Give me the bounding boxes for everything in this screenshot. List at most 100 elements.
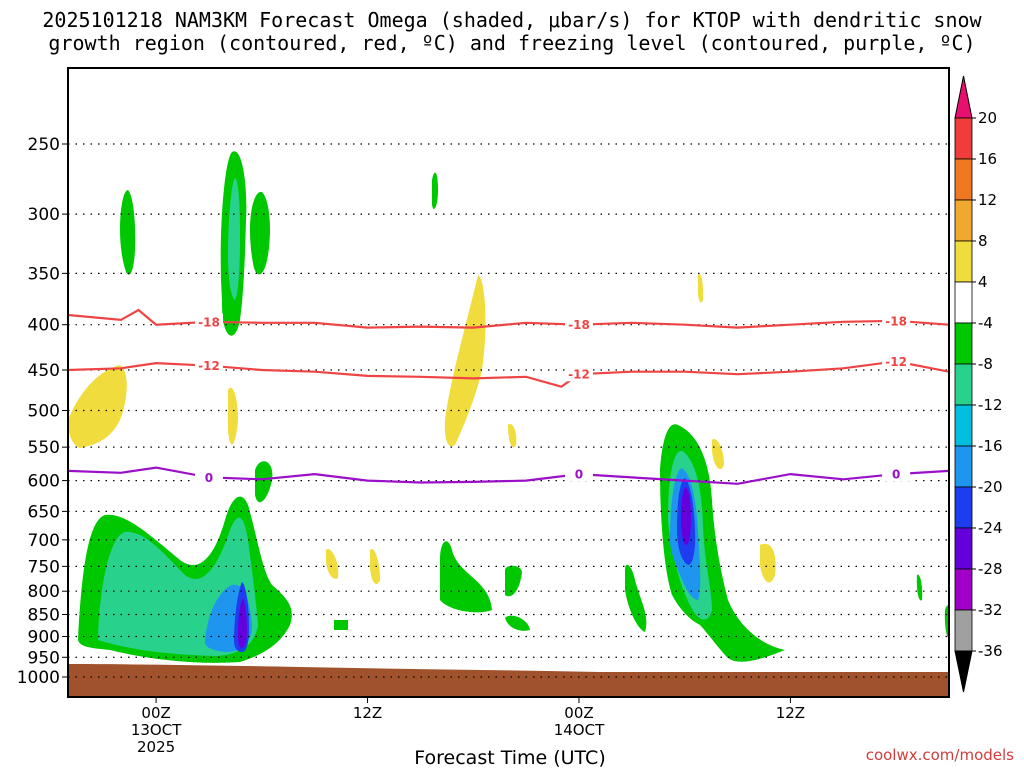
omega-region-downward-sm6: [326, 549, 339, 579]
omega-region-downward-sm1: [760, 543, 776, 583]
contour-label-bg: [194, 313, 223, 329]
omega-colorbar: 20 16 12 8 4 -4 -8 -12 -16 -20 -24 -28 -32 -36: [954, 75, 1003, 693]
colorbar-label: -16: [978, 437, 1003, 455]
y-tick-label: 700: [28, 531, 60, 551]
colorbar-label: -20: [978, 478, 1003, 496]
omega-region-small-i: [944, 605, 949, 639]
colorbar-segment: [954, 527, 973, 570]
source-credit[interactable]: coolwx.com/models: [866, 746, 1014, 764]
contour-label: 0: [575, 468, 583, 482]
y-tick-label: 450: [28, 361, 60, 381]
colorbar-label: -32: [978, 601, 1003, 619]
omega-region-right-max: [681, 487, 691, 545]
contour-label: -18: [568, 318, 590, 332]
contour-label: -12: [568, 368, 590, 382]
ground-surface: [68, 664, 949, 697]
y-tick-label: 950: [28, 648, 60, 668]
omega-region-downward-sm7: [697, 273, 704, 303]
y-tick-label: 250: [28, 135, 60, 155]
x-tick-label: 12Z: [353, 704, 382, 722]
omega-region-downward-sm3: [370, 549, 380, 585]
colorbar-label: -4: [978, 314, 993, 332]
colorbar-label: -8: [978, 355, 993, 373]
colorbar-segment: [954, 445, 973, 488]
omega-region-small-f: [334, 620, 348, 630]
x-tick-label: 00Z: [141, 704, 170, 722]
contour-label: 0: [205, 471, 213, 485]
colorbar-segment: [954, 199, 973, 242]
contour-label-bg: [882, 312, 911, 328]
y-tick-label: 550: [28, 438, 60, 458]
colorbar-label: 8: [978, 232, 988, 250]
omega-region-small-c: [505, 615, 530, 631]
omega-region-downward-sm4: [508, 423, 517, 448]
contour-label-bg: [194, 469, 223, 485]
x-tick-label: 00Z: [564, 704, 593, 722]
x-tick-label: 12Z: [776, 704, 805, 722]
contour-label-bg: [194, 357, 223, 373]
omega-region-upper-right: [250, 191, 270, 275]
y-tick-label: 1000: [17, 668, 60, 688]
y-tick-label: 350: [28, 264, 60, 284]
contour-label-bg: [564, 366, 593, 382]
colorbar-segment: [954, 158, 973, 201]
colorbar-segment: [954, 281, 973, 324]
chart-title-line2: growth region (contoured, red, ºC) and f…: [48, 31, 975, 55]
y-tick-label: 650: [28, 502, 60, 522]
contour-label-bg: [882, 353, 911, 369]
contour-label: -12: [885, 355, 907, 369]
x-tick-label: 13OCT: [131, 721, 182, 739]
colorbar-segment: [954, 404, 973, 447]
omega-region-upper-left-inner: [228, 178, 240, 300]
omega-region-small-d: [625, 564, 647, 632]
x-tick-label: 2025: [137, 738, 175, 756]
contour-label-bg: [882, 466, 911, 482]
colorbar-label: -24: [978, 519, 1003, 537]
omega-region-upper-far: [120, 190, 136, 275]
colorbar-segment: [954, 240, 973, 283]
colorbar-label: 16: [978, 150, 997, 168]
y-axis-ticks: 2503003504004505005506006507007508008509…: [17, 135, 68, 688]
y-tick-label: 600: [28, 472, 60, 492]
colorbar-segment: [954, 322, 973, 365]
colorbar-label: 20: [978, 109, 997, 127]
omega-shading: [68, 151, 949, 697]
omega-region-small-h: [916, 574, 923, 601]
y-tick-label: 500: [28, 402, 60, 422]
plot-frame: [67, 67, 950, 698]
contour-label-bg: [564, 316, 593, 332]
colorbar-segment: [954, 568, 973, 611]
omega-region-downward-left: [68, 365, 127, 448]
colorbar-label: -28: [978, 560, 1003, 578]
contour-label: -12: [198, 359, 220, 373]
omega-region-small-e: [255, 461, 273, 503]
colorbar-segment: [954, 363, 973, 406]
omega-region-downward-sm2: [228, 387, 238, 445]
contour-label: 0: [892, 468, 900, 482]
temperature-contours: -18 -18 -18 -12 -12 -12 0 0 0: [68, 308, 949, 485]
y-tick-label: 850: [28, 606, 60, 626]
omega-region-low-left-max: [238, 598, 247, 648]
y-tick-label: 750: [28, 557, 60, 577]
contour-line-0: [68, 308, 949, 329]
omega-region-small-b: [505, 565, 522, 597]
omega-region-small-a: [440, 541, 492, 613]
chart-title-line1: 2025101218 NAM3KM Forecast Omega (shaded…: [42, 8, 982, 32]
colorbar-bottom-triangle: [954, 650, 973, 693]
contour-label: -18: [198, 315, 220, 329]
omega-region-small-g: [432, 172, 438, 210]
y-tick-label: 300: [28, 205, 60, 225]
colorbar-segment: [954, 117, 973, 160]
contour-label: -18: [885, 314, 907, 328]
omega-region-downward-sm5: [712, 438, 724, 470]
colorbar-segment: [954, 609, 973, 652]
y-tick-label: 400: [28, 316, 60, 336]
x-tick-label: 14OCT: [554, 721, 605, 739]
colorbar-segment: [954, 486, 973, 529]
colorbar-top-triangle: [954, 75, 973, 119]
x-axis-label: Forecast Time (UTC): [414, 747, 605, 768]
colorbar-label: -12: [978, 396, 1003, 414]
colorbar-label: 4: [978, 273, 988, 291]
